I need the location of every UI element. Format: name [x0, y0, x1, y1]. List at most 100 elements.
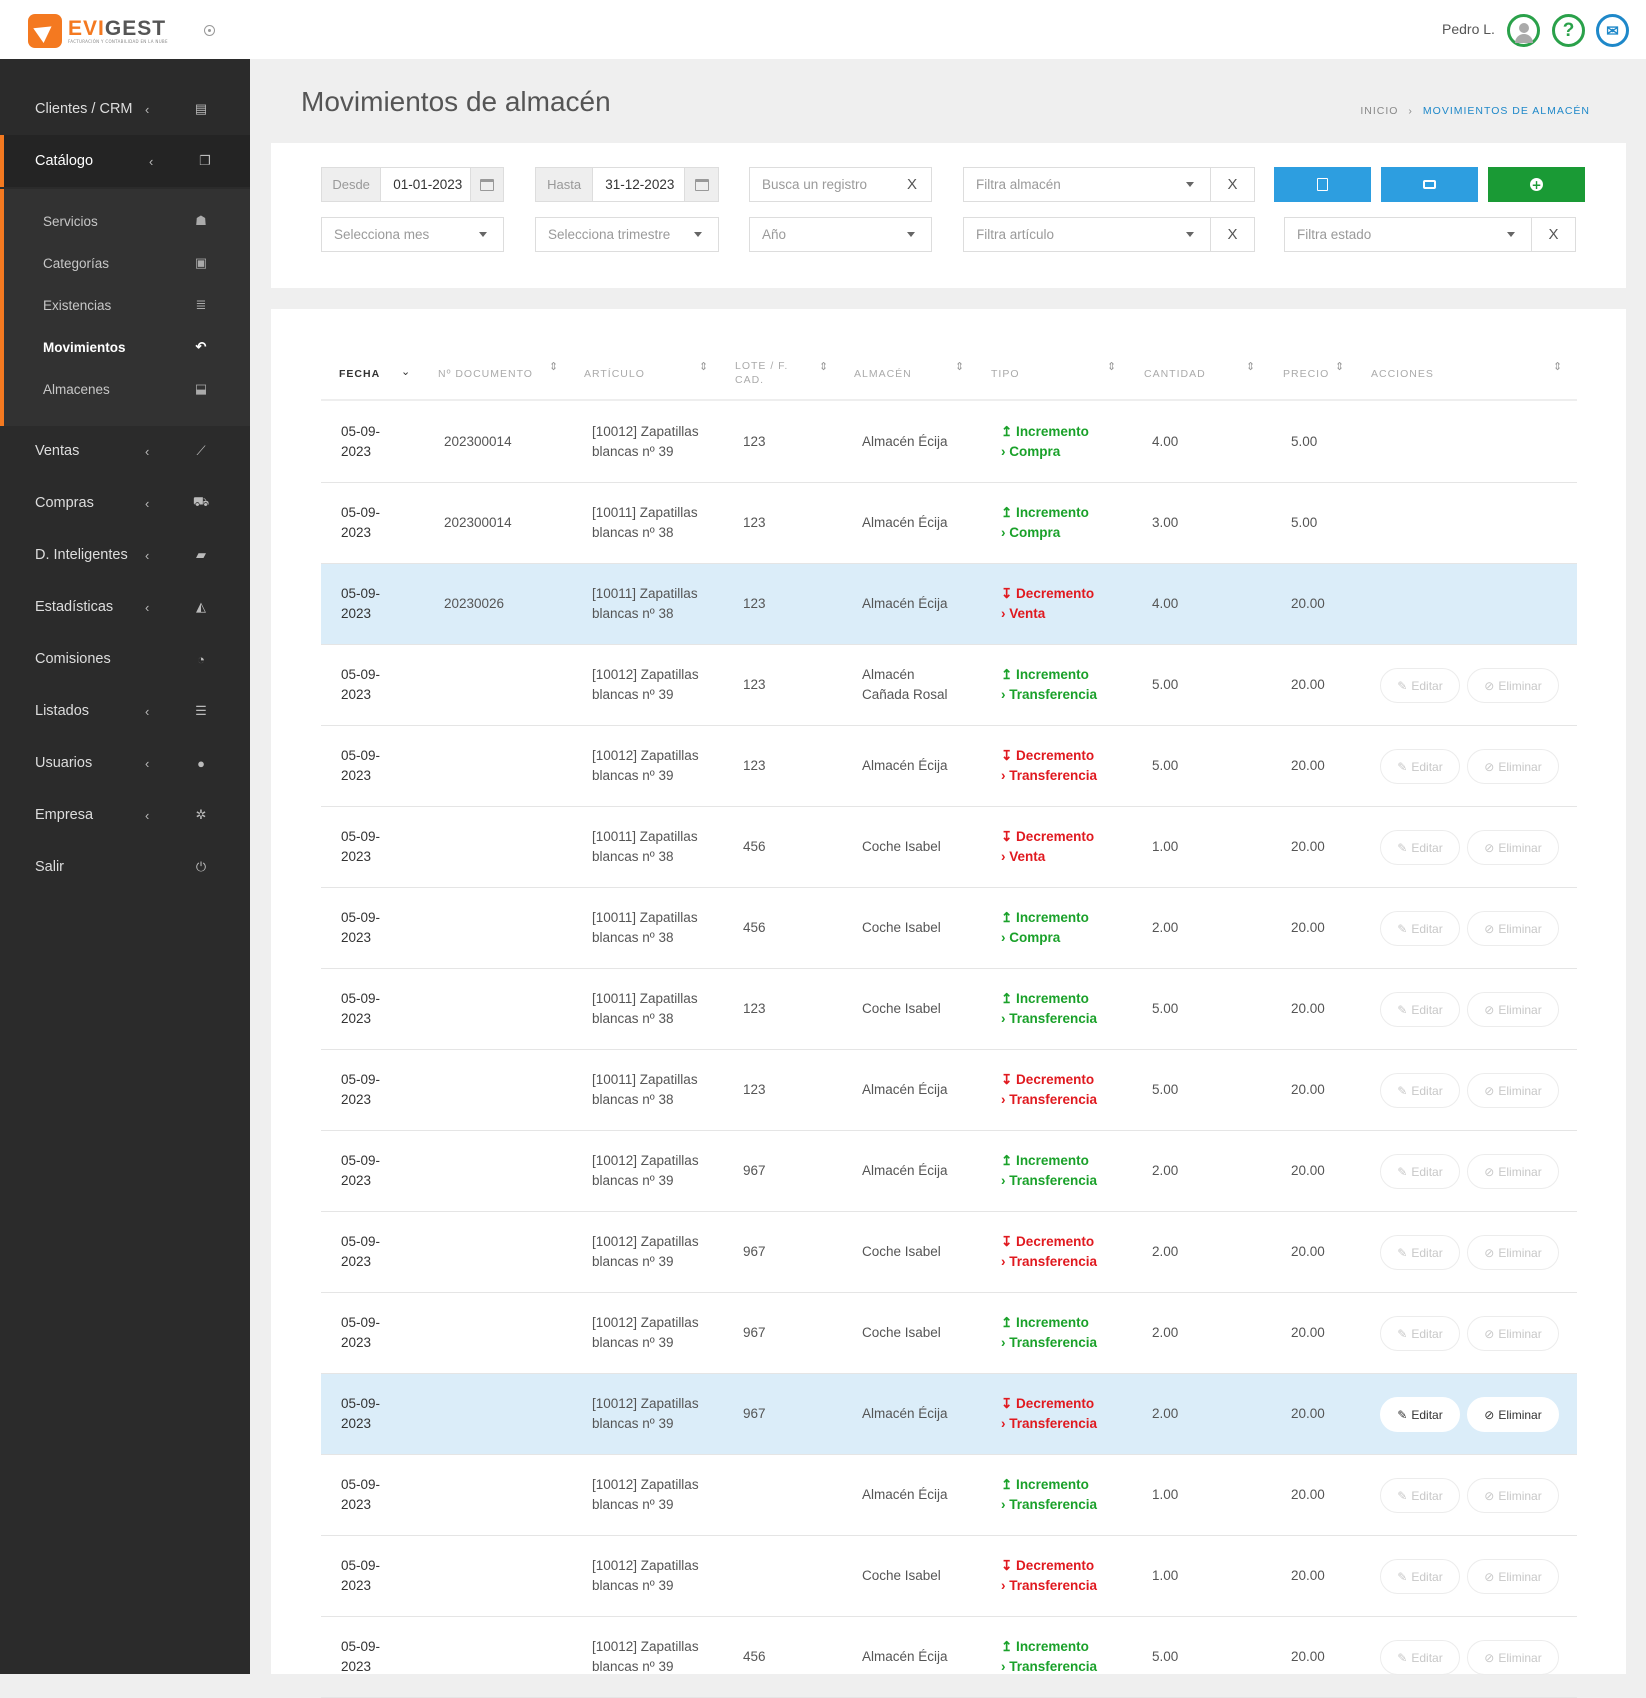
col-lote-1[interactable]: LOTE / F. — [735, 360, 789, 372]
edit-button[interactable]: ✎ Editar — [1380, 1478, 1460, 1513]
table-row[interactable]: 05-09- 2023 20230026 [10011] Zapatillas blan… — [321, 564, 1577, 645]
table-row[interactable]: 05-09- 2023 [10012] Zapatillas blancas nº 3… — [321, 1212, 1577, 1293]
table-row[interactable]: 05-09- 2023 [10011] Zapatillas blancas nº 3… — [321, 1050, 1577, 1131]
export-excel-button[interactable] — [1274, 167, 1371, 202]
sort-icon[interactable]: ⇕ — [699, 360, 709, 373]
sort-icon[interactable]: ⇕ — [1246, 360, 1256, 373]
col-lote-2[interactable]: CAD. — [735, 374, 765, 386]
delete-button[interactable]: ⊘ Eliminar — [1467, 1478, 1559, 1513]
edit-button[interactable]: ✎ Editar — [1380, 1559, 1460, 1594]
edit-button[interactable]: ✎ Editar — [1380, 668, 1460, 703]
mes-select[interactable]: Selecciona mes — [321, 217, 504, 252]
sidebar-item-comisiones[interactable]: Comisiones ◔ — [0, 633, 250, 685]
col-almacen[interactable]: ALMACÉN — [854, 368, 912, 380]
clear-search-button[interactable]: X — [906, 176, 917, 193]
delete-button[interactable]: ⊘ Eliminar — [1467, 1559, 1559, 1594]
edit-button[interactable]: ✎ Editar — [1380, 1316, 1460, 1351]
clear-estado-button[interactable]: X — [1531, 218, 1575, 251]
clear-almacen-button[interactable]: X — [1210, 168, 1254, 201]
table-row[interactable]: 05-09- 2023 [10012] Zapatillas blancas nº 3… — [321, 1455, 1577, 1536]
table-row[interactable]: 05-09- 2023 [10011] Zapatillas blancas nº 3… — [321, 969, 1577, 1050]
sidebar-item-almacenes[interactable]: Almacenes ⬓ — [4, 369, 250, 409]
desde-value[interactable]: 01-01-2023 — [393, 177, 463, 192]
table-row[interactable]: 05-09- 2023 [10012] Zapatillas blancas nº 3… — [321, 1536, 1577, 1617]
col-precio[interactable]: PRECIO — [1283, 368, 1330, 380]
sort-icon[interactable]: ⇕ — [1335, 360, 1345, 373]
sidebar-item-empresa[interactable]: Empresa ‹ ✲ — [0, 789, 250, 841]
table-row[interactable]: 05-09- 2023 [10012] Zapatillas blancas nº 3… — [321, 1131, 1577, 1212]
table-row[interactable]: 05-09- 2023 [10011] Zapatillas blancas nº 3… — [321, 888, 1577, 969]
table-row[interactable]: 05-09- 2023 202300014 [10011] Zapatillas bla… — [321, 483, 1577, 564]
delete-button[interactable]: ⊘ Eliminar — [1467, 1316, 1559, 1351]
anio-select[interactable]: Año — [749, 217, 932, 252]
search-placeholder[interactable]: Busca un registro — [762, 177, 868, 192]
sort-icon[interactable]: ⇕ — [955, 360, 965, 373]
calendar-icon[interactable] — [684, 168, 718, 201]
col-tipo[interactable]: TIPO — [991, 368, 1020, 380]
hasta-date-field[interactable]: Hasta 31-12-2023 — [535, 167, 719, 202]
sidebar-item-movimientos[interactable]: Movimientos ↶ — [4, 327, 250, 367]
sidebar-item-d-inteligentes[interactable]: D. Inteligentes ‹ ▰ — [0, 529, 250, 581]
sidebar-item-listados[interactable]: Listados ‹ ☰ — [0, 685, 250, 737]
delete-button[interactable]: ⊘ Eliminar — [1467, 992, 1559, 1027]
sidebar-item-categorias[interactable]: Categorías ▣ — [4, 243, 250, 283]
sidebar-item-usuarios[interactable]: Usuarios ‹ ● — [0, 737, 250, 789]
print-button[interactable] — [1381, 167, 1478, 202]
edit-button[interactable]: ✎ Editar — [1380, 1073, 1460, 1108]
edit-button[interactable]: ✎ Editar — [1380, 992, 1460, 1027]
breadcrumb-inicio[interactable]: INICIO — [1360, 105, 1399, 117]
edit-button[interactable]: ✎ Editar — [1380, 1154, 1460, 1189]
sort-icon[interactable]: ⇕ — [819, 360, 829, 373]
sidebar-item-ventas[interactable]: Ventas ‹ ⟋ — [0, 425, 250, 477]
col-articulo[interactable]: ARTÍCULO — [584, 368, 645, 380]
table-row[interactable]: 05-09- 2023 [10011] Zapatillas blancas nº 3… — [321, 807, 1577, 888]
col-documento[interactable]: Nº DOCUMENTO — [438, 368, 533, 380]
hasta-value[interactable]: 31-12-2023 — [605, 177, 675, 192]
sort-icon[interactable]: ⇕ — [1107, 360, 1117, 373]
delete-button[interactable]: ⊘ Eliminar — [1467, 911, 1559, 946]
sidebar-item-clientes-crm[interactable]: Clientes / CRM ‹ ▤ — [0, 83, 250, 135]
sort-icon[interactable]: ⇕ — [1553, 360, 1563, 373]
trimestre-select[interactable]: Selecciona trimestre — [535, 217, 719, 252]
delete-button[interactable]: ⊘ Eliminar — [1467, 1154, 1559, 1189]
chat-icon[interactable]: ✉ — [1596, 14, 1629, 47]
sidebar-item-compras[interactable]: Compras ‹ ⛟ — [0, 477, 250, 529]
delete-button[interactable]: ⊘ Eliminar — [1467, 668, 1559, 703]
evigest-logo[interactable]: EVIGEST FACTURACIÓN Y CONTABILIDAD EN LA… — [28, 14, 168, 48]
delete-button[interactable]: ⊘ Eliminar — [1467, 1235, 1559, 1270]
add-movement-button[interactable]: + — [1488, 167, 1585, 202]
edit-button[interactable]: ✎ Editar — [1380, 830, 1460, 865]
edit-button[interactable]: ✎ Editar — [1380, 749, 1460, 784]
sidebar-item-catalogo[interactable]: Catálogo ‹ ❐ — [0, 135, 250, 187]
clear-articulo-button[interactable]: X — [1210, 218, 1254, 251]
edit-button[interactable]: ✎ Editar — [1380, 1397, 1460, 1432]
help-icon[interactable]: ? — [1552, 14, 1585, 47]
table-row[interactable]: 05-09- 2023 [10012] Zapatillas blancas nº 3… — [321, 1293, 1577, 1374]
user-name[interactable]: Pedro L. — [1442, 21, 1495, 37]
table-row[interactable]: 05-09- 2023 [10012] Zapatillas blancas nº 3… — [321, 1617, 1577, 1698]
delete-button[interactable]: ⊘ Eliminar — [1467, 749, 1559, 784]
edit-button[interactable]: ✎ Editar — [1380, 1640, 1460, 1675]
delete-button[interactable]: ⊘ Eliminar — [1467, 1640, 1559, 1675]
sidebar-item-salir[interactable]: Salir ⏻ — [0, 841, 250, 893]
desde-date-field[interactable]: Desde 01-01-2023 — [321, 167, 504, 202]
edit-button[interactable]: ✎ Editar — [1380, 911, 1460, 946]
sort-icon[interactable]: ⇕ — [549, 360, 559, 373]
sidebar-item-estadisticas[interactable]: Estadísticas ‹ ◭ — [0, 581, 250, 633]
edit-button[interactable]: ✎ Editar — [1380, 1235, 1460, 1270]
estado-filter-select[interactable]: Filtra estado X — [1284, 217, 1576, 252]
articulo-filter-select[interactable]: Filtra artículo X — [963, 217, 1255, 252]
col-cantidad[interactable]: CANTIDAD — [1144, 368, 1206, 380]
almacen-filter-select[interactable]: Filtra almacén X — [963, 167, 1255, 202]
table-row[interactable]: 05-09- 2023 [10012] Zapatillas blancas nº 3… — [321, 726, 1577, 807]
sidebar-item-existencias[interactable]: Existencias ≣ — [4, 285, 250, 325]
col-fecha[interactable]: FECHA — [339, 368, 381, 380]
search-input[interactable]: Busca un registro X — [749, 167, 932, 202]
table-row[interactable]: 05-09- 2023 202300014 [10012] Zapatillas bla… — [321, 402, 1577, 483]
avatar-icon[interactable] — [1507, 14, 1540, 47]
delete-button[interactable]: ⊘ Eliminar — [1467, 1397, 1559, 1432]
sidebar-toggle-icon[interactable] — [204, 25, 215, 36]
calendar-icon[interactable] — [470, 168, 503, 201]
sidebar-item-servicios[interactable]: Servicios ☗ — [4, 201, 250, 241]
delete-button[interactable]: ⊘ Eliminar — [1467, 830, 1559, 865]
